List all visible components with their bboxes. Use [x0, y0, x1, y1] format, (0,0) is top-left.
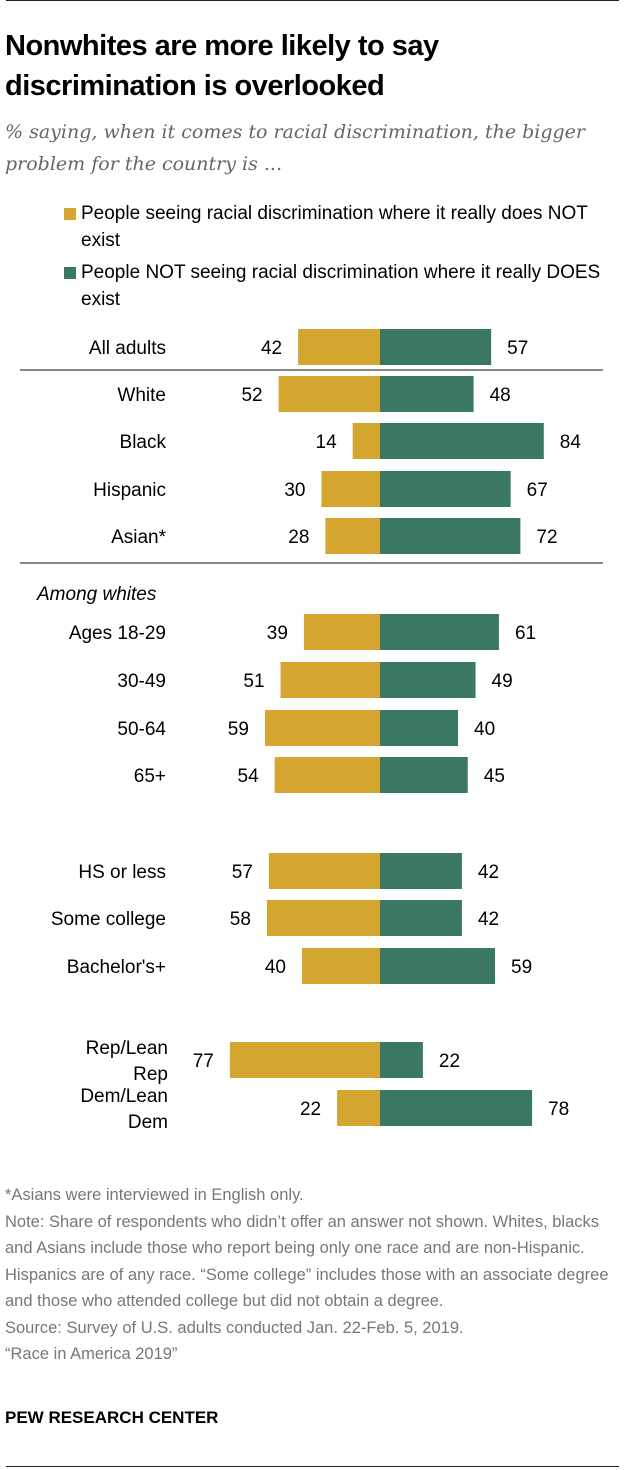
bar-does-exist: [380, 948, 496, 984]
value-label-does-exist: 42: [478, 909, 499, 930]
bar-does-exist: [380, 662, 476, 698]
bar-not-exist: [337, 1090, 380, 1126]
value-label-does-exist: 59: [511, 957, 532, 978]
bar-not-exist: [325, 518, 380, 554]
legend-label: People seeing racial discrimination wher…: [81, 203, 588, 251]
category-label: HS or less: [78, 862, 166, 883]
category-label: 50-64: [117, 719, 166, 740]
value-label-not-exist: 77: [193, 1051, 214, 1072]
value-label-does-exist: 67: [527, 480, 548, 501]
value-label-not-exist: 39: [267, 623, 288, 644]
legend-swatch-green: [64, 267, 76, 279]
bar-does-exist: [380, 423, 544, 459]
bar-not-exist: [229, 1042, 380, 1078]
bar-not-exist: [266, 900, 380, 936]
category-label: All adults: [89, 338, 166, 359]
chart-title: Nonwhites are more likely to say discrim…: [5, 30, 439, 102]
value-label-does-exist: 84: [560, 432, 582, 453]
legend-item-does-exist: People NOT seeing racial discrimination …: [64, 259, 621, 313]
value-label-not-exist: 54: [238, 766, 260, 787]
value-label-does-exist: 48: [490, 385, 511, 406]
bar-does-exist: [380, 853, 462, 889]
value-label-does-exist: 49: [492, 671, 513, 692]
category-label: Hispanic: [93, 480, 166, 501]
value-label-does-exist: 42: [478, 862, 499, 883]
bar-not-exist: [302, 948, 380, 984]
value-label-does-exist: 57: [507, 338, 528, 359]
bar-not-exist: [280, 662, 380, 698]
value-label-does-exist: 72: [536, 527, 557, 548]
bottom-rule: [6, 1466, 619, 1467]
category-label: Bachelor's+: [67, 957, 166, 978]
category-label: White: [117, 385, 166, 406]
brand-logo-text: PEW RESEARCH CENTER: [5, 1408, 219, 1427]
value-label-not-exist: 57: [232, 862, 253, 883]
value-label-not-exist: 30: [284, 480, 305, 501]
value-label-does-exist: 45: [484, 766, 505, 787]
bar-does-exist: [380, 710, 458, 746]
legend-swatch-gold: [64, 208, 76, 220]
category-label: Ages 18-29: [69, 623, 166, 644]
top-rule: [6, 0, 619, 1]
category-label: 30-49: [117, 671, 166, 692]
value-label-not-exist: 22: [300, 1099, 321, 1120]
value-label-does-exist: 40: [474, 719, 495, 740]
value-label-does-exist: 61: [515, 623, 536, 644]
value-label-does-exist: 78: [548, 1099, 569, 1120]
value-label-not-exist: 28: [288, 527, 309, 548]
bar-not-exist: [303, 614, 380, 650]
category-label: Rep/Lean Rep: [86, 1038, 168, 1085]
category-label: Black: [120, 432, 167, 453]
category-label: Asian*: [111, 527, 167, 548]
value-label-not-exist: 42: [261, 338, 282, 359]
category-label: 65+: [134, 766, 166, 787]
group-label-among-whites: Among whites: [36, 584, 157, 605]
footnote-note: Note: Share of respondents who didn’t of…: [5, 1212, 609, 1311]
bar-does-exist: [380, 1042, 423, 1078]
footnote-asian: *Asians were interviewed in English only…: [5, 1186, 304, 1204]
bar-not-exist: [274, 757, 380, 793]
bar-not-exist: [268, 853, 380, 889]
bar-does-exist: [380, 757, 468, 793]
bar-does-exist: [380, 900, 462, 936]
bar-does-exist: [380, 329, 492, 365]
value-label-not-exist: 14: [316, 432, 338, 453]
bar-does-exist: [380, 1090, 533, 1126]
bar-does-exist: [380, 376, 474, 412]
bar-not-exist: [298, 329, 380, 365]
footnote-source: Source: Survey of U.S. adults conducted …: [5, 1318, 464, 1337]
value-label-not-exist: 51: [243, 671, 264, 692]
value-label-not-exist: 52: [241, 385, 262, 406]
bar-not-exist: [264, 710, 380, 746]
bar-not-exist: [321, 471, 380, 507]
legend-label: People NOT seeing racial discrimination …: [81, 262, 601, 310]
bar-not-exist: [352, 423, 380, 459]
footnote-report: “Race in America 2019”: [5, 1345, 178, 1363]
value-label-does-exist: 22: [439, 1051, 460, 1072]
diverging-bar-chart: Among whites 42 57 All adults 52 48 White 14 84 B…: [20, 329, 603, 1133]
value-label-not-exist: 58: [230, 909, 251, 930]
footnotes: *Asians were interviewed in English only…: [5, 1182, 620, 1368]
bar-does-exist: [380, 471, 511, 507]
bar-not-exist: [278, 376, 380, 412]
bar-does-exist: [380, 614, 499, 650]
value-label-not-exist: 59: [228, 719, 249, 740]
chart-subtitle: % saying, when it comes to racial discri…: [5, 121, 586, 175]
bar-does-exist: [380, 518, 521, 554]
legend-item-not-exist: People seeing racial discrimination wher…: [64, 200, 621, 254]
category-label: Dem/Lean Dem: [80, 1086, 168, 1133]
value-label-not-exist: 40: [265, 957, 286, 978]
category-label: Some college: [51, 909, 166, 930]
